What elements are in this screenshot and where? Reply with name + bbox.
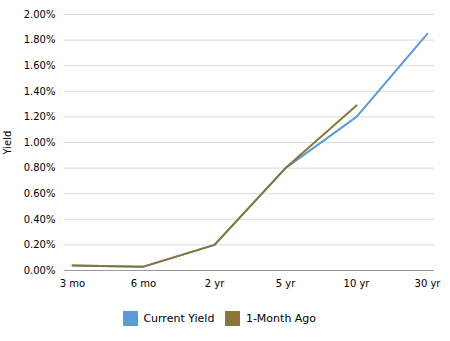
svg-text:5 yr: 5 yr [276, 278, 296, 289]
svg-text:2 yr: 2 yr [205, 278, 225, 289]
svg-text:1.40%: 1.40% [24, 86, 56, 97]
svg-text:1.60%: 1.60% [24, 60, 56, 71]
svg-text:1.80%: 1.80% [24, 34, 56, 45]
svg-text:1.20%: 1.20% [24, 111, 56, 122]
svg-text:0.00%: 0.00% [24, 265, 56, 276]
html-text:Current Yield: Current Yield [143, 312, 215, 325]
svg-text:3 mo: 3 mo [60, 278, 85, 289]
html-text:1-Month Ago: 1-Month Ago [245, 312, 317, 325]
svg-text:10 yr: 10 yr [344, 278, 371, 289]
svg-text:Yield: Yield [2, 131, 13, 156]
svg-text:6 mo: 6 mo [131, 278, 156, 289]
svg-text:1.00%: 1.00% [24, 137, 56, 148]
svg-text:0.40%: 0.40% [24, 214, 56, 225]
svg-text:0.20%: 0.20% [24, 239, 56, 250]
svg-text:0.60%: 0.60% [24, 188, 56, 199]
svg-text:2.00%: 2.00% [24, 9, 56, 20]
svg-text:30 yr: 30 yr [415, 278, 442, 289]
svg-text:0.80%: 0.80% [24, 162, 56, 173]
